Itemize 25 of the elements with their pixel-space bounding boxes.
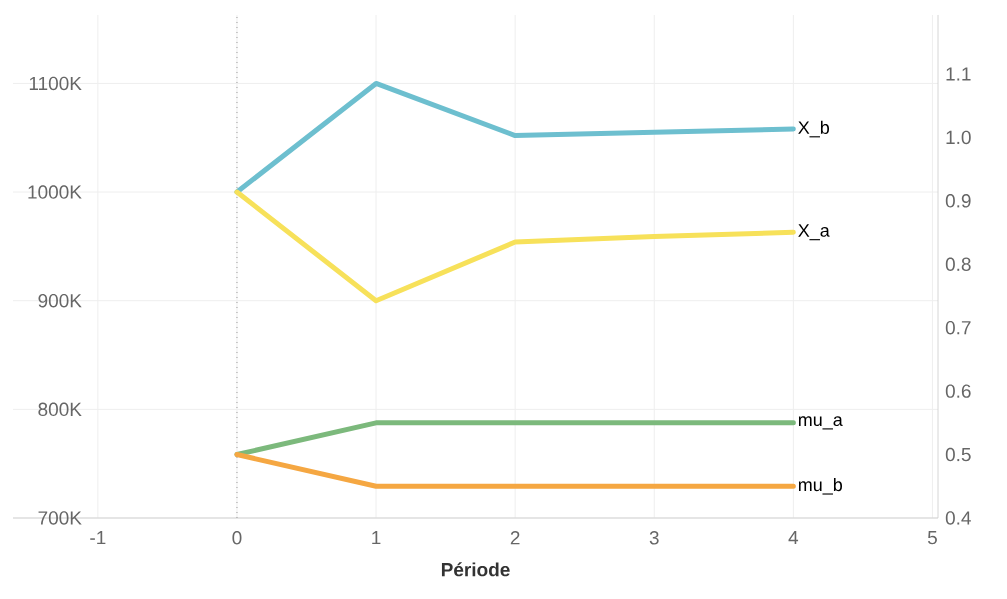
x-tick-label: 1 <box>372 531 381 545</box>
y2-tick-label: 0.4 <box>945 511 971 525</box>
series-label: mu_a <box>798 416 843 430</box>
y2-tick-label: 0.7 <box>945 320 971 335</box>
x-tick-label: 0 <box>232 531 242 545</box>
y2-tick-label: 1.1 <box>946 67 971 81</box>
y-tick-label: 900K <box>38 293 82 308</box>
y2-tick-label: 0.5 <box>945 447 971 462</box>
y2-tick-label: 1.0 <box>946 130 971 145</box>
y2-tick-label: 0.6 <box>945 384 971 398</box>
y-tick-label: 1100K <box>29 76 82 91</box>
y-tick-label: 800K <box>38 402 82 417</box>
x-axis-title: Période <box>441 562 510 577</box>
series-label: X_b <box>798 120 830 138</box>
x-tick-label: 4 <box>788 531 799 545</box>
x-tick-label: -1 <box>90 531 106 545</box>
y2-tick-label: 0.8 <box>945 257 971 271</box>
y-tick-label: 700K <box>38 511 82 525</box>
x-tick-label: 3 <box>649 531 659 545</box>
series-label: X_a <box>798 224 830 241</box>
x-tick-label: 5 <box>927 531 937 545</box>
y2-tick-label: 0.9 <box>945 194 971 208</box>
y-tick-label: 1000K <box>28 185 82 199</box>
x-tick-label: 2 <box>510 531 520 545</box>
series-label: mu_b <box>798 477 843 495</box>
